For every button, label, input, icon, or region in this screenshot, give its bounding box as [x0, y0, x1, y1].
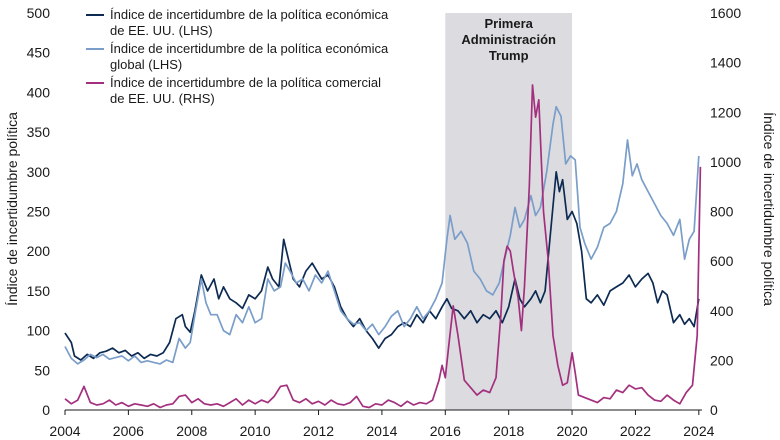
legend-label: Índice de incertidumbre de la política e…: [110, 7, 389, 22]
left-y-tick-label: 400: [27, 84, 51, 100]
legend-label: de EE. UU. (LHS): [110, 23, 213, 38]
legend-label: Índice de incertidumbre de la política c…: [110, 75, 381, 90]
left-axis-ticks: 0 50 100 150 200 250 300 350 400 450 500: [27, 5, 51, 418]
right-y-tick-label: 1200: [710, 104, 741, 120]
left-y-tick-label: 250: [27, 204, 51, 220]
left-y-tick-label: 200: [27, 243, 51, 259]
x-tick-label: 2004: [49, 423, 80, 439]
legend: Índice de incertidumbre de la política e…: [86, 7, 389, 106]
right-y-tick-label: 0: [710, 402, 718, 418]
shaded-region-label: Trump: [489, 48, 529, 63]
left-y-tick-label: 50: [34, 362, 50, 378]
right-axis-title: Índice de incertidumbre política: [761, 112, 777, 306]
series-lines: [64, 84, 702, 409]
x-tick-label: 2012: [303, 423, 334, 439]
right-y-tick-label: 1000: [710, 154, 741, 170]
legend-label: global (LHS): [110, 57, 182, 72]
x-tick-label: 2022: [620, 423, 651, 439]
x-tick-label: 2018: [493, 423, 524, 439]
right-axis-ticks: 0 200 400 600 800 1000 1200 1400 1600: [710, 5, 741, 418]
x-tick-label: 2014: [366, 423, 397, 439]
series-line-2: [64, 105, 700, 365]
x-tick-label: 2016: [430, 423, 461, 439]
x-axis-ticks: 2004 2006 2008 2010 2012 2014 2016 2018 2020 2022…: [49, 410, 715, 439]
trump-administration-band: [445, 13, 573, 410]
x-tick-label: 2010: [240, 423, 271, 439]
left-axis-title: Índice de incertidumbre política: [4, 112, 20, 306]
x-tick-label: 2020: [556, 423, 587, 439]
right-y-tick-label: 600: [710, 253, 734, 269]
shaded-region-label: Administración: [461, 32, 556, 47]
right-y-tick-label: 1400: [710, 55, 741, 71]
series-line-1: [64, 170, 700, 361]
right-y-tick-label: 200: [710, 352, 734, 368]
left-y-tick-label: 0: [42, 402, 50, 418]
right-y-tick-label: 1600: [710, 5, 741, 21]
legend-item-3: Índice de incertidumbre de la política c…: [86, 75, 381, 106]
x-tick-label: 2008: [176, 423, 207, 439]
left-y-tick-label: 450: [27, 45, 51, 61]
left-y-tick-label: 500: [27, 5, 51, 21]
x-tick-label: 2006: [113, 423, 144, 439]
series-line-3: [64, 84, 702, 409]
right-y-tick-label: 400: [710, 303, 734, 319]
shaded-region-label: Primera: [484, 16, 533, 31]
left-y-tick-label: 100: [27, 323, 51, 339]
left-y-tick-label: 150: [27, 283, 51, 299]
legend-label: de EE. UU. (RHS): [110, 91, 215, 106]
x-tick-label: 2024: [683, 423, 714, 439]
left-y-tick-label: 300: [27, 164, 51, 180]
right-y-tick-label: 800: [710, 204, 734, 220]
left-y-tick-label: 350: [27, 124, 51, 140]
legend-item-1: Índice de incertidumbre de la política e…: [86, 7, 389, 38]
legend-item-2: Índice de incertidumbre de la política e…: [86, 41, 389, 72]
legend-label: Índice de incertidumbre de la política e…: [110, 41, 389, 56]
